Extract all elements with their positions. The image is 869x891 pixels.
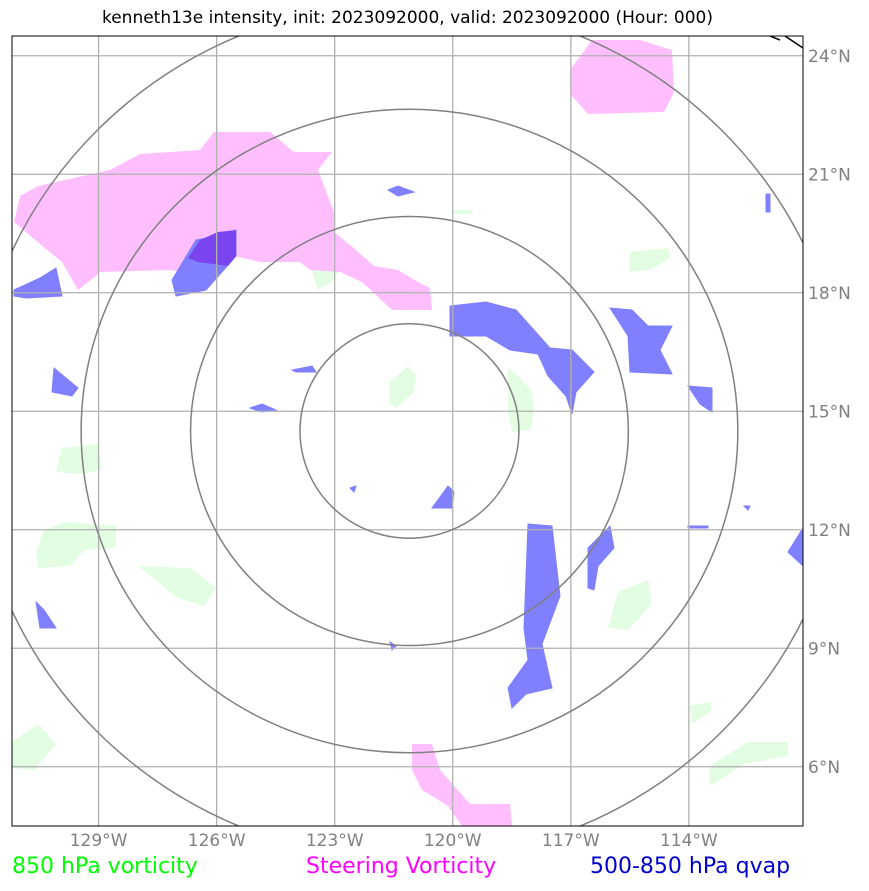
latitude-tick-label: 9°N bbox=[808, 639, 840, 659]
longitude-tick-label: 126°W bbox=[188, 831, 246, 851]
map-frame bbox=[11, 35, 804, 827]
vorticity-region bbox=[56, 444, 102, 474]
vorticity-region bbox=[690, 702, 712, 724]
vorticity-region bbox=[508, 368, 534, 432]
latitude-tick-label: 6°N bbox=[808, 758, 840, 778]
range-ring bbox=[80, 108, 739, 754]
steering-region bbox=[412, 744, 512, 826]
vorticity-region bbox=[312, 266, 338, 290]
range-ring bbox=[189, 215, 630, 647]
overlap-region bbox=[188, 230, 236, 266]
vorticity-region bbox=[630, 248, 670, 272]
field-layer bbox=[12, 36, 803, 826]
qvap-region bbox=[787, 527, 803, 567]
vorticity-region bbox=[36, 522, 116, 568]
qvap-region bbox=[742, 505, 751, 511]
vorticity-850-regions bbox=[12, 210, 788, 786]
qvap-region bbox=[13, 267, 63, 299]
map-title: kenneth13e intensity, init: 2023092000, … bbox=[101, 8, 714, 28]
qvap-region bbox=[431, 485, 455, 509]
qvap-region bbox=[51, 367, 79, 397]
longitude-tick-label: 129°W bbox=[70, 831, 128, 851]
longitude-tick-label: 123°W bbox=[306, 831, 364, 851]
latitude-tick-label: 15°N bbox=[808, 402, 851, 422]
longitude-tick-label: 114°W bbox=[660, 831, 718, 851]
qvap-region bbox=[687, 525, 709, 529]
vorticity-region bbox=[608, 580, 652, 630]
steering-region bbox=[14, 132, 432, 310]
latitude-tick-label: 24°N bbox=[808, 47, 851, 67]
track-line bbox=[769, 36, 803, 49]
qvap-region bbox=[290, 365, 317, 373]
qvap-region bbox=[449, 301, 595, 415]
qvap-region bbox=[765, 193, 771, 213]
legend-label: 850 hPa vorticity bbox=[12, 854, 198, 879]
qvap-region bbox=[587, 524, 615, 591]
vorticity-region bbox=[710, 742, 788, 786]
longitude-labels: 129°W 126°W 123°W 120°W 117°W 114°W bbox=[70, 831, 718, 851]
vorticity-region bbox=[452, 210, 474, 214]
qvap-region bbox=[507, 523, 561, 710]
qvap-region bbox=[35, 600, 57, 629]
range-rings bbox=[12, 36, 803, 826]
legend-label: 500-850 hPa qvap bbox=[590, 854, 791, 879]
range-ring bbox=[299, 323, 520, 539]
longitude-tick-label: 117°W bbox=[542, 831, 600, 851]
steering-region bbox=[570, 40, 674, 114]
legend-vorticity-850: 850 hPa vorticity bbox=[12, 854, 198, 879]
range-ring bbox=[12, 36, 803, 826]
latitude-tick-label: 12°N bbox=[808, 521, 851, 541]
legend-steering-vorticity: Steering Vorticity bbox=[306, 854, 496, 879]
steering-vorticity-regions bbox=[14, 40, 674, 826]
qvap-region bbox=[349, 485, 357, 493]
latitude-labels: 24°N 21°N 18°N 15°N 12°N 9°N 6°N bbox=[808, 47, 851, 778]
longitude-tick-label: 120°W bbox=[424, 831, 482, 851]
latitude-tick-label: 18°N bbox=[808, 284, 851, 304]
qvap-region bbox=[609, 307, 673, 375]
qvap-regions bbox=[13, 185, 803, 710]
vorticity-region bbox=[138, 566, 216, 606]
qvap-region bbox=[687, 385, 713, 413]
vorticity-region bbox=[12, 724, 56, 770]
qvap-region bbox=[386, 185, 416, 197]
latitude-tick-label: 21°N bbox=[808, 165, 851, 185]
gridlines bbox=[12, 36, 803, 826]
legend-label: Steering Vorticity bbox=[306, 854, 497, 879]
vorticity-region bbox=[389, 366, 416, 408]
legend-qvap: 500-850 hPa qvap bbox=[590, 854, 790, 879]
